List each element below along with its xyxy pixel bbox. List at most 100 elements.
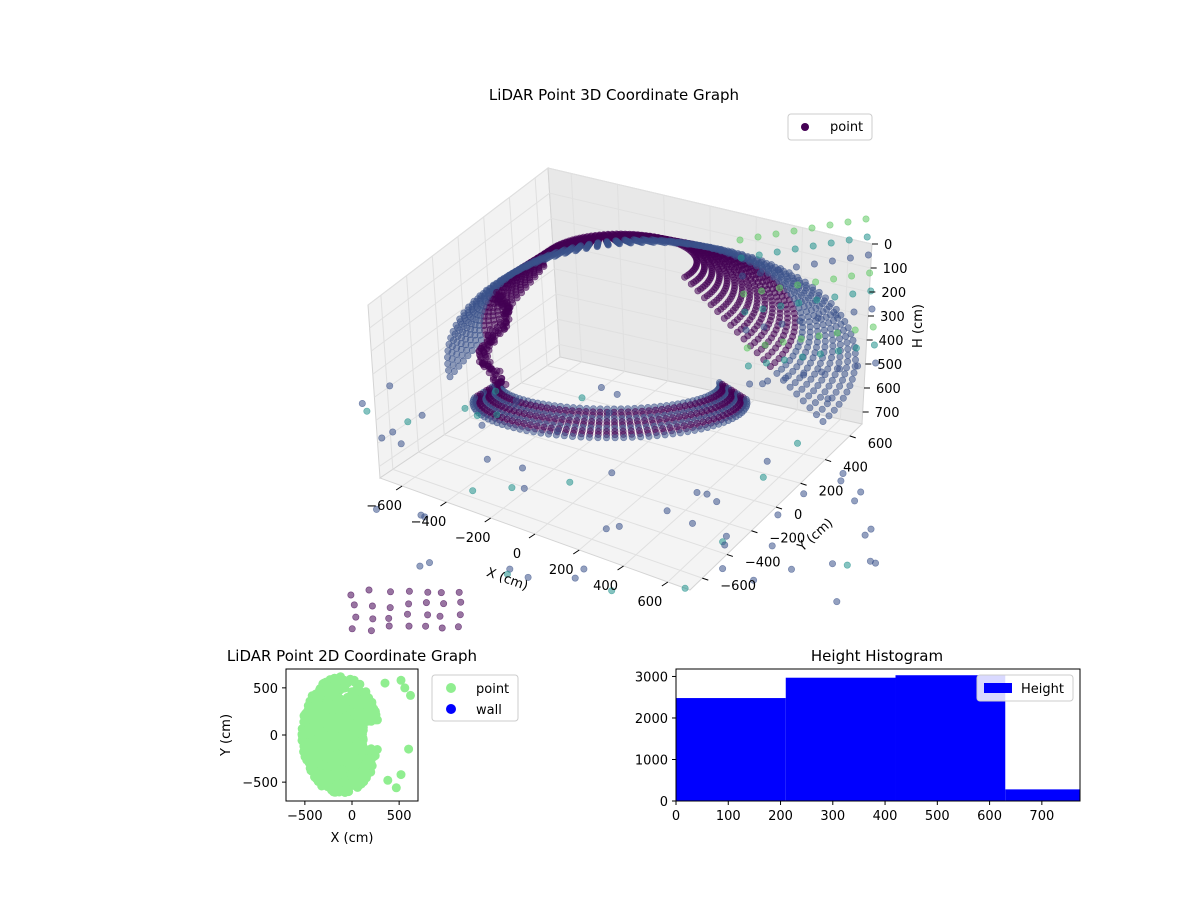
point-3d bbox=[450, 367, 458, 375]
point-3d bbox=[691, 426, 699, 434]
point-3d bbox=[403, 610, 411, 618]
grid-line-floor-y bbox=[444, 434, 752, 532]
x-tick-label-2d: 500 bbox=[387, 809, 412, 824]
point-3d bbox=[791, 245, 799, 253]
point-3d bbox=[821, 388, 829, 396]
point-3d bbox=[844, 357, 852, 365]
point-3d bbox=[835, 400, 843, 408]
y-tick-label-3d: 600 bbox=[868, 437, 893, 452]
point-3d bbox=[799, 397, 807, 405]
point-3d bbox=[687, 280, 695, 288]
y-axis-label-2d: Y (cm) bbox=[219, 714, 234, 757]
point-3d bbox=[571, 247, 579, 255]
point-3d bbox=[580, 565, 588, 573]
point-3d bbox=[695, 242, 703, 250]
point-3d bbox=[456, 611, 464, 619]
point-3d bbox=[828, 257, 836, 265]
point-3d bbox=[801, 278, 809, 286]
point-2d bbox=[306, 766, 316, 776]
point-3d bbox=[808, 224, 816, 232]
point-3d bbox=[422, 599, 430, 607]
point-3d bbox=[736, 236, 744, 244]
chart-2d: LiDAR Point 2D Coordinate Graph −500 0 500… bbox=[219, 647, 519, 846]
point-3d bbox=[793, 439, 801, 447]
point-3d bbox=[737, 254, 745, 262]
point-2d bbox=[344, 787, 354, 797]
x-tick-label-3d: −600 bbox=[366, 499, 402, 514]
point-3d bbox=[537, 429, 545, 437]
point-3d bbox=[465, 303, 473, 311]
point-3d bbox=[837, 477, 845, 485]
grid-line-z-level bbox=[378, 343, 863, 467]
point-3d bbox=[719, 565, 727, 573]
point-2d bbox=[314, 770, 324, 780]
point-3d bbox=[755, 251, 763, 259]
point-2d bbox=[334, 711, 344, 721]
point-3d bbox=[812, 411, 820, 419]
y-tick-label-3d: 200 bbox=[819, 484, 844, 499]
point-2d bbox=[325, 775, 335, 785]
point-2d bbox=[321, 677, 331, 687]
point-3d bbox=[761, 341, 769, 349]
point-3d bbox=[616, 240, 624, 248]
point-3d bbox=[868, 305, 876, 313]
point-3d bbox=[818, 368, 826, 376]
point-3d bbox=[728, 248, 736, 256]
point-3d bbox=[854, 362, 862, 370]
point-3d bbox=[418, 411, 426, 419]
point-3d bbox=[825, 382, 833, 390]
point-3d bbox=[740, 335, 748, 343]
legend-2d-label-point: point bbox=[476, 682, 509, 697]
point-3d bbox=[447, 334, 455, 342]
point-3d bbox=[803, 364, 811, 372]
y-tick-3d bbox=[751, 530, 758, 534]
point-3d bbox=[707, 301, 715, 309]
point-3d bbox=[489, 281, 497, 289]
point-2d bbox=[344, 715, 354, 725]
point-3d bbox=[455, 362, 463, 370]
point-3d bbox=[815, 288, 823, 296]
z-tick-label-3d: 100 bbox=[883, 262, 908, 277]
point-3d bbox=[673, 239, 681, 247]
point-3d bbox=[861, 531, 869, 539]
legend-3d: point bbox=[787, 113, 873, 141]
point-3d bbox=[836, 341, 844, 349]
x-tick-label-3d: −200 bbox=[455, 531, 491, 546]
point-3d bbox=[836, 365, 844, 373]
point-3d bbox=[852, 344, 860, 352]
point-3d bbox=[709, 422, 717, 430]
point-3d bbox=[779, 338, 787, 346]
point-2d bbox=[302, 738, 311, 748]
point-3d bbox=[518, 464, 526, 472]
point-3d bbox=[389, 428, 397, 436]
point-3d bbox=[460, 309, 468, 317]
point-3d bbox=[492, 387, 500, 395]
point-3d bbox=[522, 263, 530, 271]
point-3d bbox=[807, 375, 815, 383]
z-tick-label-3d: 600 bbox=[876, 382, 901, 397]
point-3d bbox=[608, 587, 616, 595]
grid-line-wall-right bbox=[663, 195, 669, 381]
point-3d bbox=[425, 559, 433, 567]
point-2d bbox=[355, 679, 365, 689]
z-tick-label-3d: 400 bbox=[879, 334, 904, 349]
point-3d bbox=[681, 584, 689, 592]
point-3d bbox=[498, 374, 506, 382]
point-3d bbox=[774, 266, 782, 274]
point-3d bbox=[814, 314, 822, 322]
point-3d bbox=[733, 328, 741, 336]
point-3d bbox=[763, 457, 771, 465]
point-3d bbox=[844, 324, 852, 332]
point-3d bbox=[806, 404, 814, 412]
legend-3d-label: point bbox=[830, 120, 863, 135]
x-tick-3d bbox=[661, 581, 669, 587]
point-2d bbox=[400, 683, 410, 693]
point-3d bbox=[831, 371, 839, 379]
point-3d bbox=[520, 484, 528, 492]
point-3d bbox=[838, 376, 846, 384]
point-3d bbox=[501, 325, 509, 333]
point-3d bbox=[372, 505, 380, 513]
point-2d bbox=[361, 687, 371, 697]
point-2d bbox=[335, 720, 345, 730]
chart-2d-title: LiDAR Point 2D Coordinate Graph bbox=[227, 647, 477, 665]
